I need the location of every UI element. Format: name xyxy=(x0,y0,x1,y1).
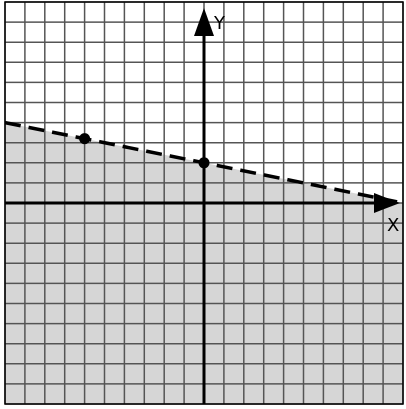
axes-layer xyxy=(5,8,400,404)
marked-point xyxy=(79,133,91,145)
y-axis-label: Y xyxy=(213,13,226,34)
point-layer xyxy=(79,133,210,169)
marked-point xyxy=(198,157,210,169)
x-axis-arrow xyxy=(374,193,400,213)
y-axis-arrow xyxy=(194,8,214,36)
x-axis-label: X xyxy=(387,215,399,236)
